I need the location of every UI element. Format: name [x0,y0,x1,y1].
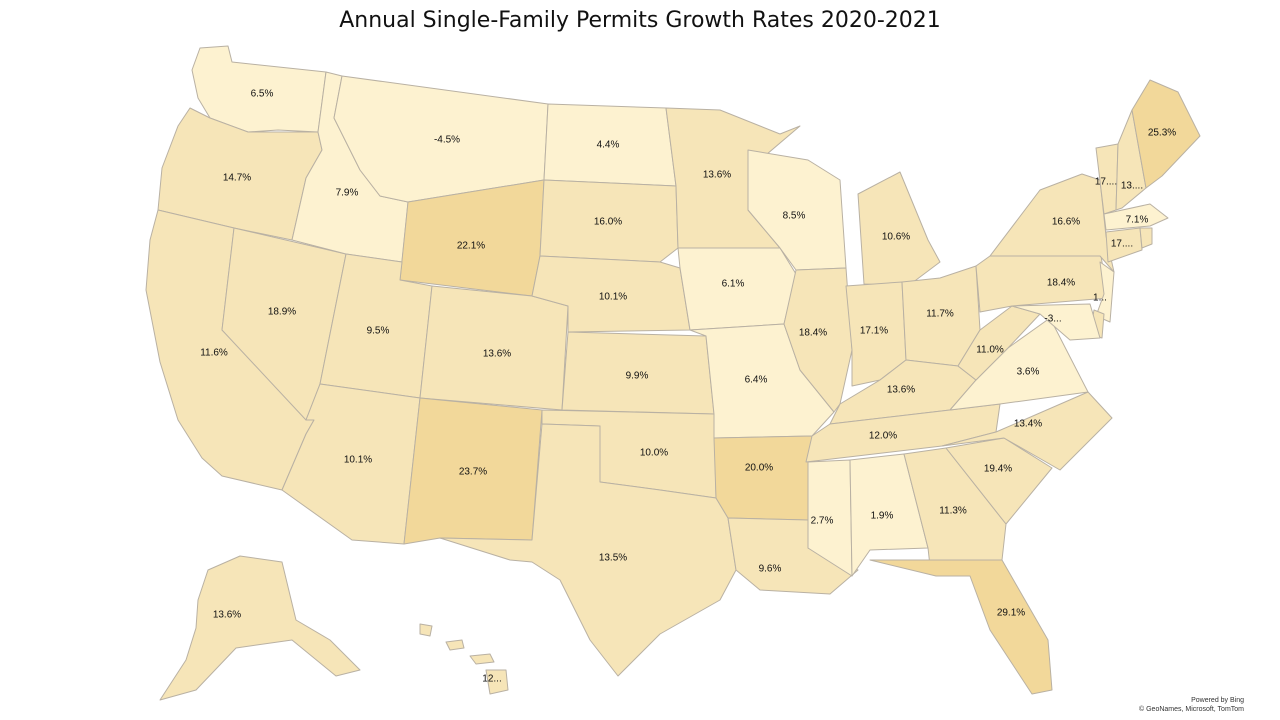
powered-by-text: Powered by Bing [1191,697,1244,704]
state-region-me[interactable] [1131,79,1201,189]
state-label-hi: 12... [482,674,501,685]
state-label-mo: 6.4% [745,375,768,386]
state-label-ia: 6.1% [722,279,745,290]
state-label-ma: 7.1% [1126,215,1149,226]
state-label-ct: 17.... [1111,239,1133,250]
state-label-me: 25.3% [1148,128,1176,139]
state-label-nm: 23.7% [459,467,487,478]
state-label-ar: 20.0% [745,463,773,474]
state-label-fl: 29.1% [997,608,1025,619]
state-region-co[interactable] [419,285,569,411]
state-label-nd: 4.4% [597,140,620,151]
state-labels: 6.5% 14.7% 11.6% 18.9% 7.9% -4.5% 22.1% 9.5% 10.… [200,89,1176,685]
state-region-ri[interactable] [1139,227,1153,249]
state-label-ky: 13.6% [887,385,915,396]
map-title: Annual Single-Family Permits Growth Rate… [339,8,941,33]
state-label-wi: 8.5% [783,211,806,222]
state-label-ne: 10.1% [599,292,627,303]
state-label-nh: 13.... [1121,181,1143,192]
state-label-az: 10.1% [344,455,372,466]
state-region-sd[interactable] [539,179,679,263]
state-label-nc: 13.4% [1014,419,1042,430]
state-label-nv: 18.9% [268,307,296,318]
state-region-al[interactable] [849,453,929,577]
state-label-pa: 18.4% [1047,278,1075,289]
state-region-nh[interactable] [1115,109,1147,211]
state-region-md[interactable] [1011,303,1101,341]
state-region-mi[interactable] [857,171,941,287]
state-label-va: 3.6% [1017,367,1040,378]
state-label-il: 18.4% [799,328,827,339]
state-label-ak: 13.6% [213,610,241,621]
state-label-ca: 11.6% [200,348,228,359]
state-region-ak[interactable] [159,555,361,701]
state-label-ks: 9.9% [626,371,649,382]
state-label-tn: 12.0% [869,431,897,442]
state-region-il[interactable] [783,267,853,413]
source-credits-text: © GeoNames, Microsoft, TomTom [1139,706,1244,713]
state-region-ne[interactable] [531,255,691,333]
state-label-vt: 17.... [1095,177,1117,188]
state-label-ut: 9.5% [367,326,390,337]
state-label-wy: 22.1% [457,241,485,252]
state-region-wa[interactable] [191,45,327,133]
state-region-ma[interactable] [1103,203,1169,231]
state-label-sc: 19.4% [984,464,1012,475]
state-label-mi: 10.6% [882,232,910,243]
state-region-sc[interactable] [945,437,1053,525]
state-region-pa[interactable] [975,249,1109,313]
state-label-ny: 16.6% [1052,217,1080,228]
state-region-ms[interactable] [807,459,853,577]
state-label-sd: 16.0% [594,217,622,228]
state-label-md: -3... [1044,314,1061,325]
state-label-mt: -4.5% [434,135,460,146]
state-label-tx: 13.5% [599,553,627,564]
state-label-ok: 10.0% [640,448,668,459]
state-shapes [145,45,1201,701]
state-label-co: 13.6% [483,349,511,360]
state-label-oh: 11.7% [926,309,954,320]
state-label-or: 14.7% [223,173,251,184]
state-label-al: 1.9% [871,511,894,522]
state-label-wa: 6.5% [251,89,274,100]
state-label-ga: 11.3% [939,506,967,517]
state-region-ct[interactable] [1105,227,1143,263]
state-region-tx[interactable] [439,423,737,677]
state-label-la: 9.6% [759,564,782,575]
state-label-wv: 11.0% [976,345,1004,356]
state-region-fl[interactable] [869,559,1053,695]
state-region-tn[interactable] [805,403,1001,463]
state-label-id: 7.9% [336,188,359,199]
map-attribution: Powered by Bing © GeoNames, Microsoft, T… [1139,696,1244,714]
state-region-hi[interactable] [419,623,509,695]
state-region-nc[interactable] [941,391,1113,471]
state-label-ms: 2.7% [811,516,834,527]
state-label-mn: 13.6% [703,170,731,181]
state-region-ar[interactable] [713,435,813,521]
state-label-nj: 1... [1093,293,1107,304]
state-label-in: 17.1% [860,326,888,337]
